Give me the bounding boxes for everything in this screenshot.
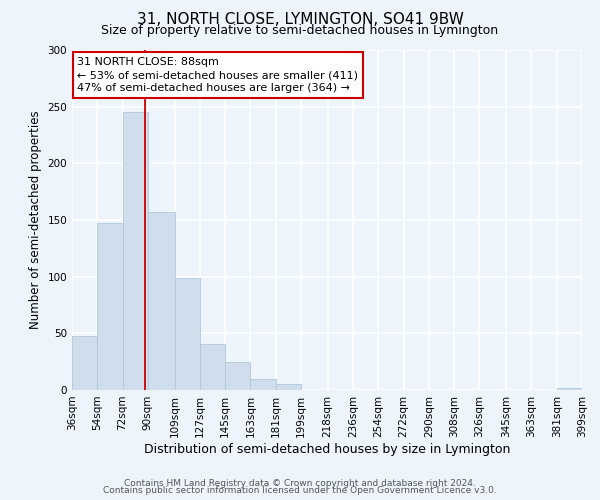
Y-axis label: Number of semi-detached properties: Number of semi-detached properties bbox=[29, 110, 42, 330]
Text: 31, NORTH CLOSE, LYMINGTON, SO41 9BW: 31, NORTH CLOSE, LYMINGTON, SO41 9BW bbox=[137, 12, 463, 28]
Text: Contains HM Land Registry data © Crown copyright and database right 2024.: Contains HM Land Registry data © Crown c… bbox=[124, 478, 476, 488]
Bar bbox=[97, 224, 122, 390]
Bar bbox=[175, 278, 200, 390]
Bar bbox=[122, 112, 148, 390]
X-axis label: Distribution of semi-detached houses by size in Lymington: Distribution of semi-detached houses by … bbox=[144, 442, 510, 456]
Bar bbox=[250, 378, 276, 390]
Bar bbox=[225, 362, 250, 390]
Bar bbox=[200, 344, 225, 390]
Bar bbox=[557, 388, 582, 390]
Bar bbox=[148, 212, 175, 390]
Bar bbox=[276, 384, 301, 390]
Text: Size of property relative to semi-detached houses in Lymington: Size of property relative to semi-detach… bbox=[101, 24, 499, 37]
Text: Contains public sector information licensed under the Open Government Licence v3: Contains public sector information licen… bbox=[103, 486, 497, 495]
Bar bbox=[72, 336, 97, 390]
Text: 31 NORTH CLOSE: 88sqm
← 53% of semi-detached houses are smaller (411)
47% of sem: 31 NORTH CLOSE: 88sqm ← 53% of semi-deta… bbox=[77, 57, 358, 93]
